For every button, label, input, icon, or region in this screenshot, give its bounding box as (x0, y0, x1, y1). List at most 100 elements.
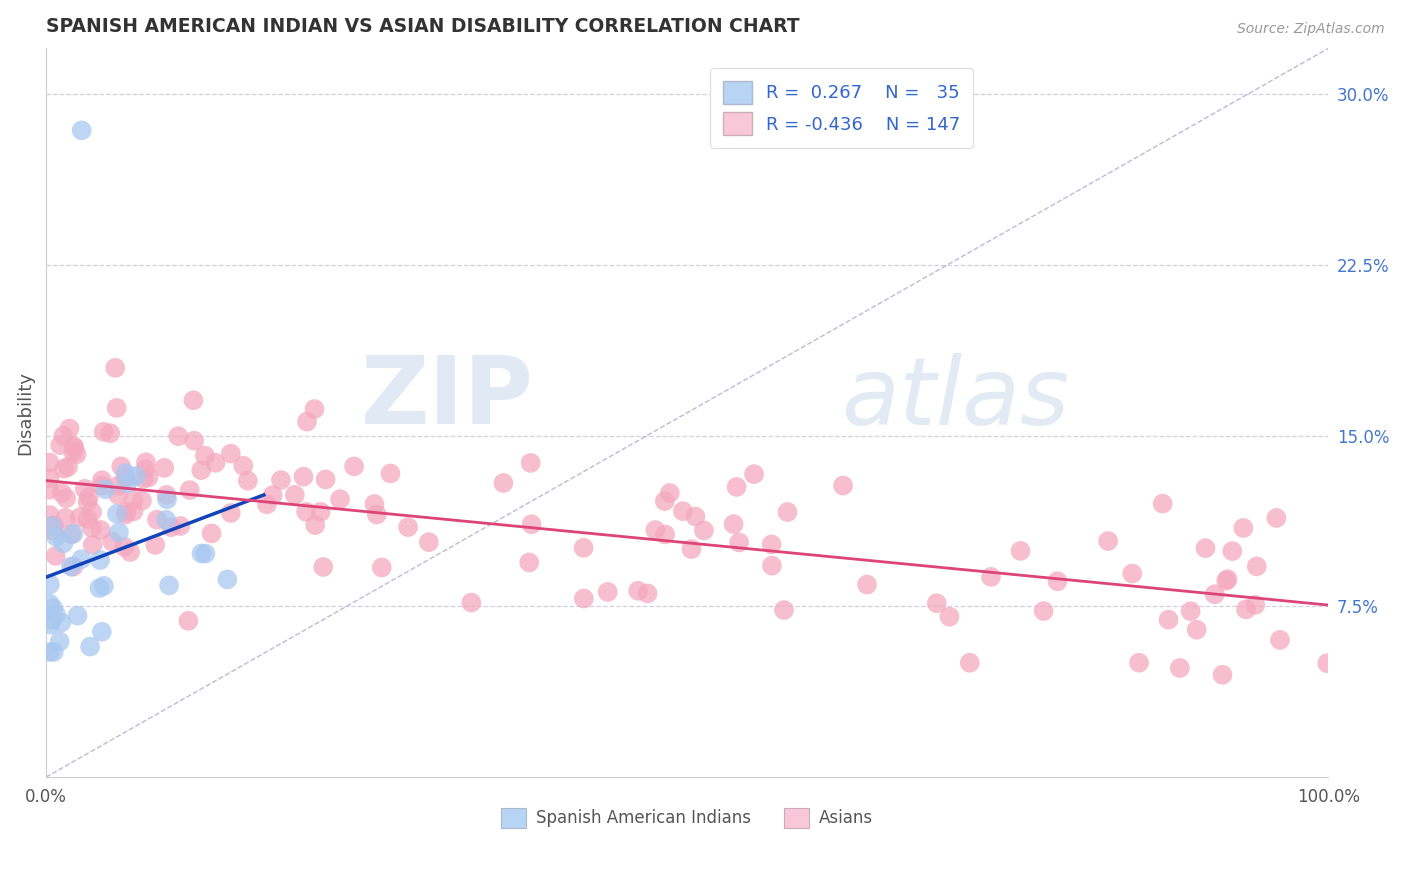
Point (138, 470, 160, 484)
Point (70, 552, 93, 566)
Point (637, 586, 659, 600)
Point (69, 510, 91, 524)
Point (70, 123, 93, 137)
Point (131, 493, 153, 508)
Point (179, 483, 201, 497)
Point (66, 608, 89, 623)
Point (101, 534, 124, 549)
Point (90, 624, 112, 639)
Text: SPANISH AMERICAN INDIAN VS ASIAN DISABILITY CORRELATION CHART: SPANISH AMERICAN INDIAN VS ASIAN DISABIL… (46, 17, 800, 36)
Point (284, 488, 307, 502)
Point (761, 558, 783, 573)
Point (371, 560, 394, 574)
Point (672, 504, 695, 518)
Point (1216, 572, 1239, 586)
Point (114, 466, 136, 480)
Point (232, 458, 254, 473)
Point (134, 462, 156, 476)
Point (79, 640, 101, 654)
Point (59, 559, 82, 574)
Point (1010, 544, 1032, 558)
Point (77, 490, 100, 504)
Point (38, 508, 60, 522)
Point (1265, 511, 1288, 525)
Point (38, 645, 60, 659)
Point (122, 493, 145, 508)
Point (1234, 602, 1257, 616)
Point (1316, 657, 1339, 671)
Point (76, 512, 98, 526)
Point (295, 415, 318, 429)
Point (1204, 587, 1226, 601)
Point (82, 505, 104, 519)
Point (572, 541, 595, 555)
Point (685, 509, 707, 524)
Point (219, 447, 242, 461)
Point (143, 538, 166, 552)
Point (62, 526, 84, 541)
Point (90, 523, 112, 537)
Point (157, 578, 180, 592)
Point (728, 535, 751, 549)
Point (114, 540, 136, 554)
Point (1215, 574, 1237, 588)
Point (1046, 574, 1069, 589)
Point (343, 459, 366, 474)
Point (654, 494, 676, 508)
Point (742, 467, 765, 482)
Point (366, 508, 388, 522)
Point (1168, 661, 1191, 675)
Point (38, 456, 60, 470)
Point (89, 553, 111, 567)
Point (73, 482, 96, 496)
Point (93, 425, 115, 439)
Point (65, 447, 87, 461)
Point (125, 469, 148, 483)
Point (256, 497, 278, 511)
Point (270, 473, 292, 487)
Point (856, 577, 879, 591)
Point (115, 476, 138, 491)
Point (177, 614, 200, 628)
Point (167, 429, 190, 443)
Point (492, 475, 515, 490)
Point (107, 478, 129, 492)
Point (219, 506, 242, 520)
Point (304, 402, 326, 417)
Point (1232, 521, 1254, 535)
Point (82, 538, 104, 552)
Point (42, 645, 65, 659)
Point (292, 469, 315, 483)
Point (1244, 598, 1267, 612)
Text: Source: ZipAtlas.com: Source: ZipAtlas.com (1237, 22, 1385, 37)
Point (107, 488, 129, 502)
Point (38, 471, 60, 485)
Point (761, 537, 783, 551)
Point (644, 523, 666, 537)
Point (329, 492, 352, 507)
Point (94, 482, 117, 496)
Point (1157, 613, 1180, 627)
Point (1180, 604, 1202, 618)
Point (723, 517, 745, 532)
Point (108, 525, 131, 540)
Point (295, 505, 318, 519)
Point (1121, 566, 1143, 581)
Point (725, 480, 748, 494)
Point (160, 520, 183, 534)
Point (190, 546, 212, 560)
Point (1097, 534, 1119, 549)
Point (517, 556, 540, 570)
Point (89, 581, 111, 595)
Point (194, 547, 217, 561)
Point (1152, 497, 1174, 511)
Point (49, 438, 72, 452)
Point (52, 461, 75, 475)
Point (596, 585, 619, 599)
Point (304, 518, 326, 533)
Point (262, 488, 284, 502)
Point (773, 603, 796, 617)
Point (45, 607, 67, 622)
Point (153, 461, 176, 475)
Text: ZIP: ZIP (360, 352, 533, 444)
